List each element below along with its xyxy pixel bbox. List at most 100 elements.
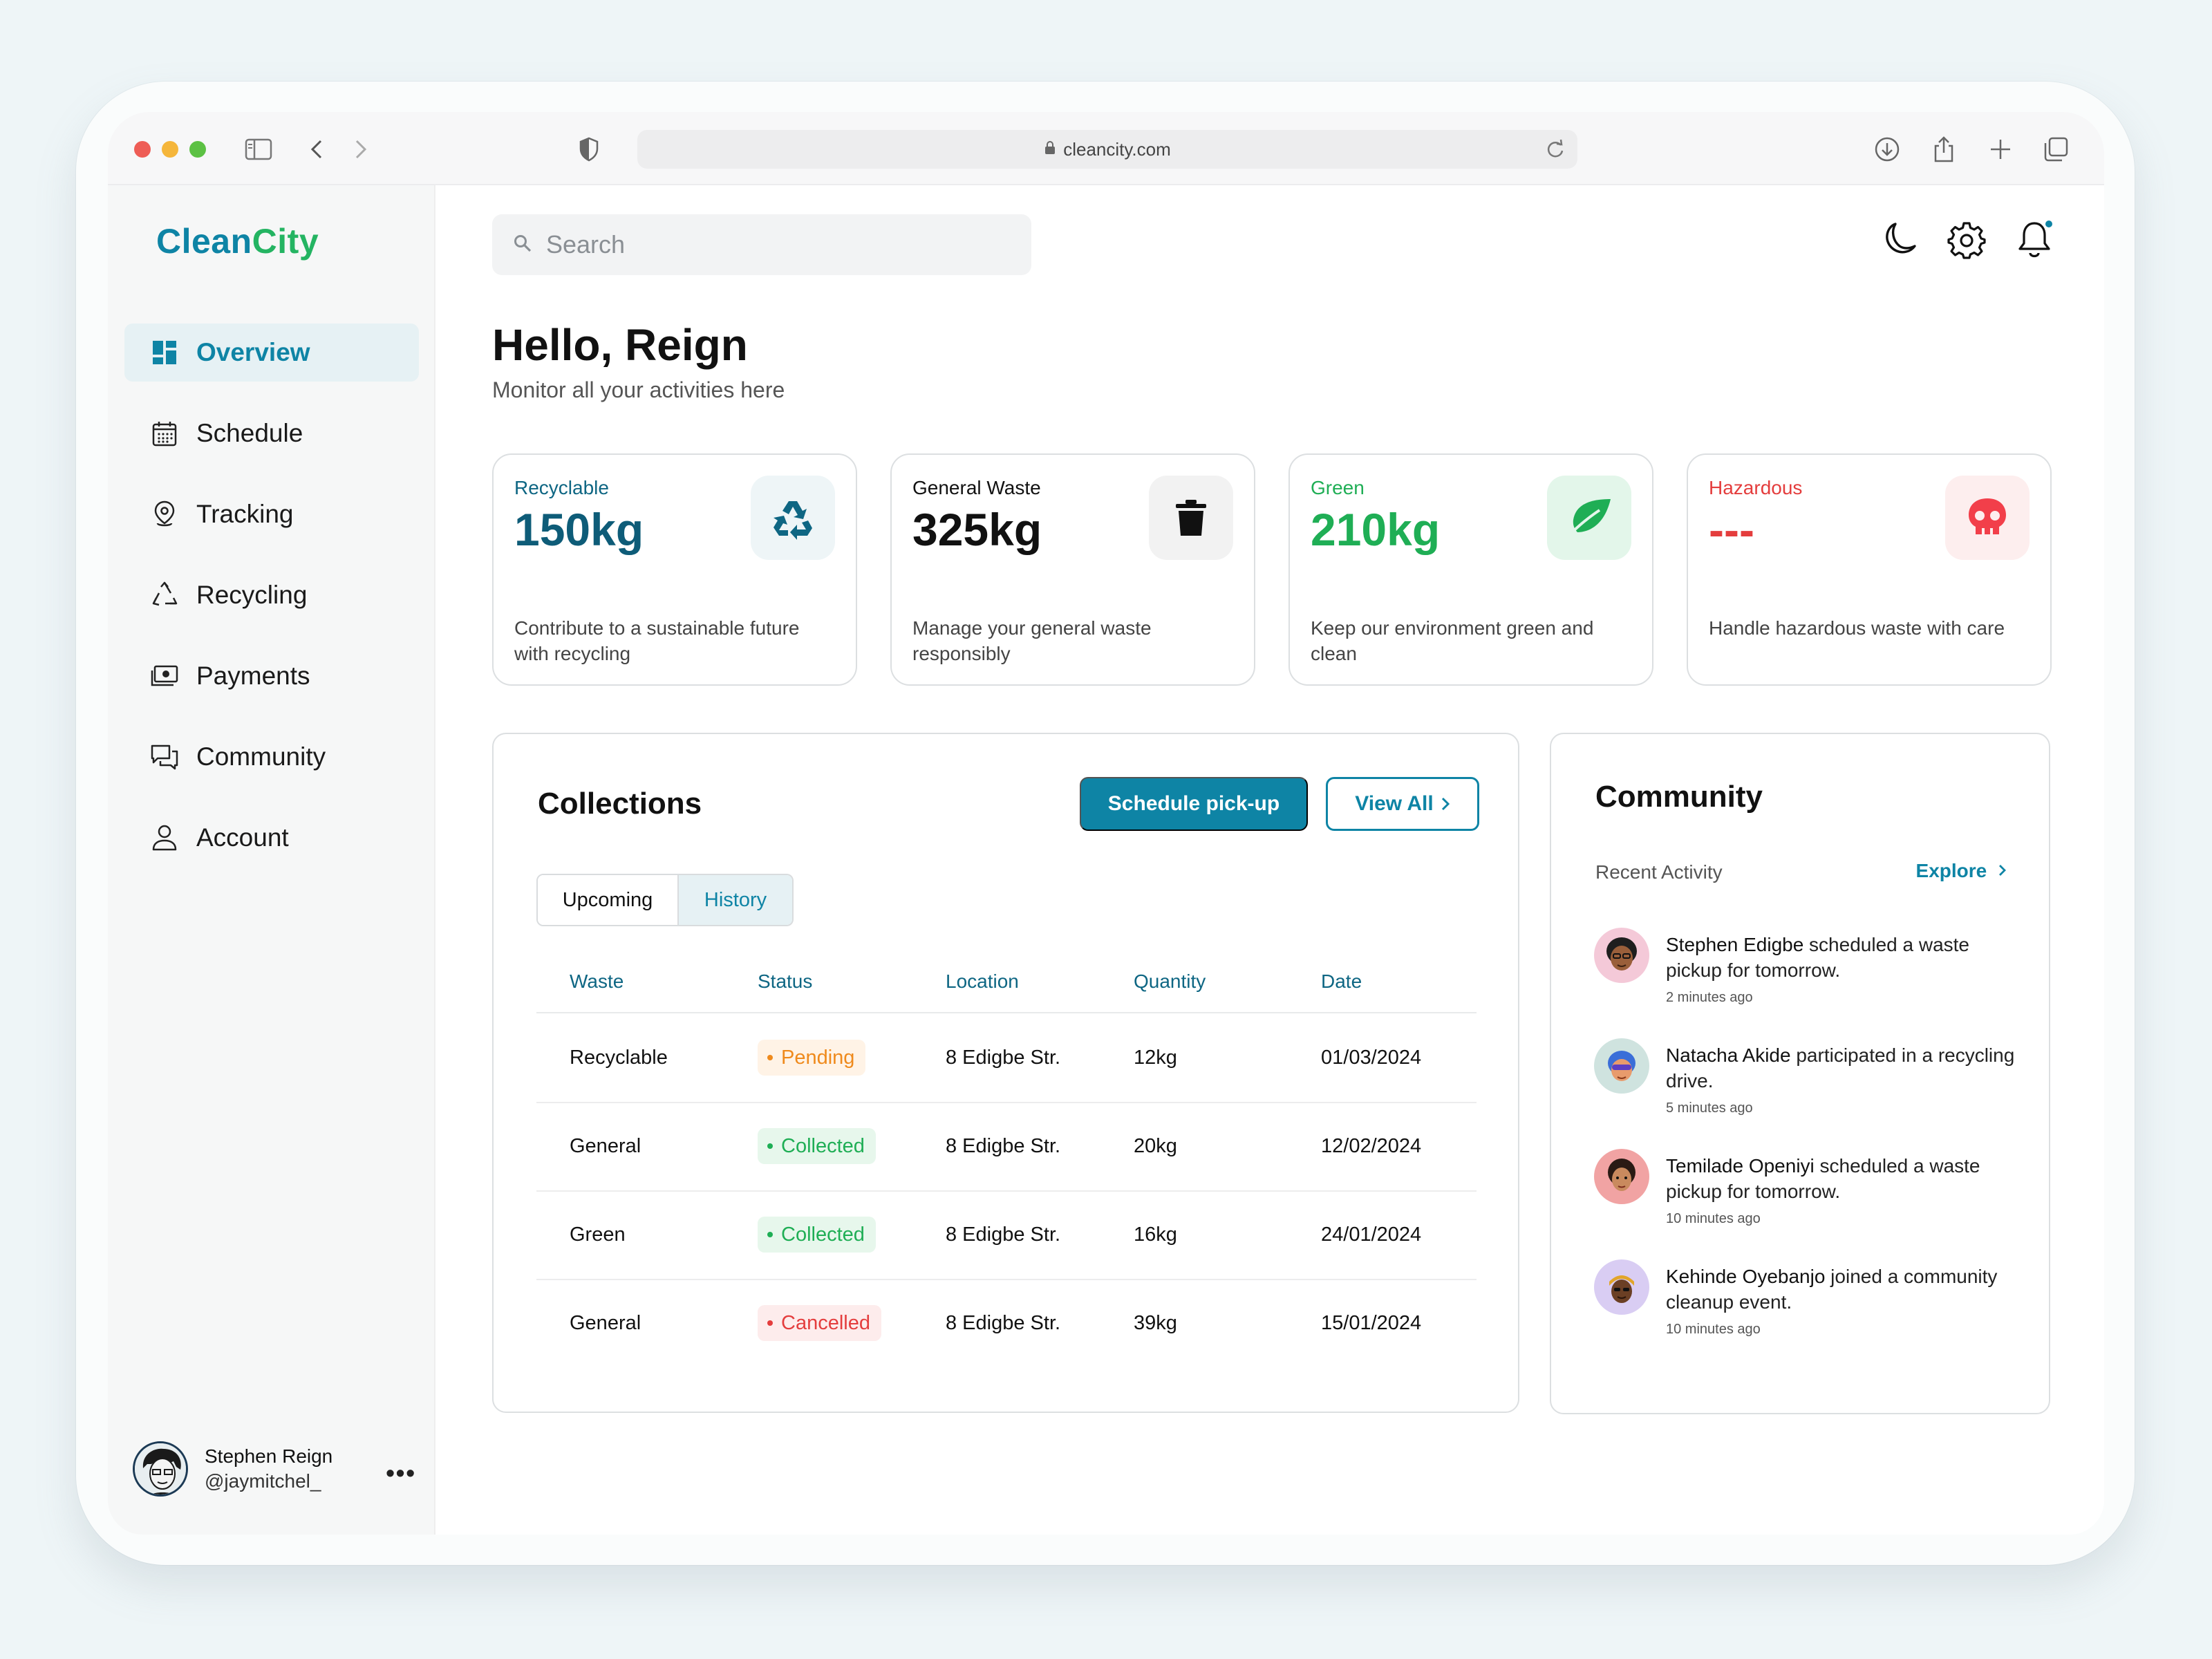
card-value: 210kg — [1311, 504, 1441, 555]
cell-quantity: 12kg — [1134, 1047, 1177, 1069]
card-value: 150kg — [514, 504, 644, 555]
cell-waste: Green — [570, 1224, 626, 1246]
column-header-date[interactable]: Date — [1321, 971, 1362, 992]
calendar-icon — [149, 418, 180, 449]
search-bar[interactable] — [492, 214, 1031, 275]
card-value: 325kg — [912, 504, 1042, 555]
sidebar-item-community[interactable]: Community — [124, 728, 419, 786]
stat-card-general-waste[interactable]: General Waste 325kg Manage your general … — [890, 453, 1255, 686]
column-header-status[interactable]: Status — [758, 971, 813, 992]
lock-icon — [1044, 139, 1056, 160]
activity-user[interactable]: Stephen Edigbe — [1666, 934, 1804, 955]
avatar — [1594, 1038, 1649, 1094]
tab-upcoming[interactable]: Upcoming — [538, 875, 679, 925]
avatar — [1594, 928, 1649, 983]
activity-text: joined a community cleanup event. — [1666, 1266, 1998, 1313]
sidebar-item-tracking[interactable]: Tracking — [124, 485, 419, 543]
activity-user[interactable]: Kehinde Oyebanjo — [1666, 1266, 1826, 1287]
address-bar[interactable]: cleancity.com — [637, 130, 1577, 169]
cell-waste: Recyclable — [570, 1047, 668, 1069]
sidebar-item-label: Account — [196, 823, 289, 852]
sidebar-item-label: Overview — [196, 338, 310, 366]
tab-overview-icon[interactable] — [2039, 133, 2072, 166]
download-icon[interactable] — [1871, 133, 1904, 166]
activity-user[interactable]: Temilade Openiyi — [1666, 1155, 1815, 1177]
chevron-right-icon — [1441, 796, 1450, 812]
more-options-icon[interactable]: ••• — [386, 1459, 416, 1487]
card-value: --- — [1709, 504, 1754, 555]
recent-activity-label: Recent Activity — [1595, 861, 1723, 883]
table-row[interactable]: Recyclable Pending 8 Edigbe Str. 12kg 01… — [536, 1015, 1477, 1103]
cell-quantity: 20kg — [1134, 1135, 1177, 1157]
column-header-location[interactable]: Location — [946, 971, 1019, 992]
activity-time: 10 minutes ago — [1666, 1322, 1761, 1337]
explore-label: Explore — [1915, 860, 1987, 881]
search-input[interactable] — [546, 230, 961, 259]
user-icon — [149, 823, 180, 853]
sidebar-toggle-icon[interactable] — [242, 133, 275, 166]
view-all-label: View All — [1355, 792, 1434, 815]
avatar — [1594, 1259, 1649, 1315]
chevron-right-icon — [1998, 860, 2006, 881]
stat-card-green[interactable]: Green 210kg Keep our environment green a… — [1288, 453, 1653, 686]
view-all-button[interactable]: View All — [1326, 777, 1479, 831]
cell-date: 15/01/2024 — [1321, 1312, 1422, 1334]
moon-icon[interactable] — [1877, 218, 1920, 261]
cash-icon — [149, 661, 180, 691]
profile-name: Stephen Reign — [205, 1445, 333, 1467]
column-header-waste[interactable]: Waste — [570, 971, 624, 992]
app-logo[interactable]: CleanCity — [156, 221, 319, 261]
user-profile[interactable]: Stephen Reign @jaymitchel_ ••• — [133, 1438, 416, 1500]
window-close-button[interactable] — [134, 141, 151, 158]
skull-icon — [1945, 476, 2030, 560]
sidebar-nav: Overview Schedule Tracking Recycling — [124, 324, 419, 890]
profile-handle: @jaymitchel_ — [205, 1470, 321, 1492]
reload-icon[interactable] — [1543, 135, 1568, 168]
status-label: Collected — [781, 1223, 865, 1246]
activity-text: scheduled a waste pickup for tomorrow. — [1666, 934, 1969, 981]
back-arrow-icon[interactable] — [300, 133, 333, 166]
sidebar-item-payments[interactable]: Payments — [124, 647, 419, 705]
cell-date: 24/01/2024 — [1321, 1224, 1422, 1246]
sidebar-item-label: Tracking — [196, 500, 294, 528]
logo-text-clean: Clean — [156, 222, 252, 261]
cell-location: 8 Edigbe Str. — [946, 1224, 1061, 1246]
table-row[interactable]: General Collected 8 Edigbe Str. 20kg 12/… — [536, 1103, 1477, 1192]
privacy-shield-icon[interactable] — [572, 133, 606, 166]
forward-arrow-icon[interactable] — [344, 133, 377, 166]
card-description: Contribute to a sustainable future with … — [514, 617, 800, 664]
window-zoom-button[interactable] — [189, 141, 206, 158]
sidebar-item-recycling[interactable]: Recycling — [124, 566, 419, 624]
gear-icon[interactable] — [1945, 218, 1988, 261]
stat-card-recyclable[interactable]: Recyclable 150kg Contribute to a sustain… — [492, 453, 857, 686]
window-minimize-button[interactable] — [162, 141, 178, 158]
table-header: Waste Status Location Quantity Date — [536, 953, 1477, 1013]
tab-history[interactable]: History — [679, 875, 792, 925]
activity-user[interactable]: Natacha Akide — [1666, 1044, 1791, 1066]
share-icon[interactable] — [1927, 133, 1960, 166]
schedule-pickup-button[interactable]: Schedule pick-up — [1080, 777, 1308, 831]
chat-icon — [149, 742, 180, 772]
recycle-icon — [149, 580, 180, 610]
sidebar-item-overview[interactable]: Overview — [124, 324, 419, 382]
activity-text: scheduled a waste pickup for tomorrow. — [1666, 1155, 1980, 1202]
stat-card-hazardous[interactable]: Hazardous --- Handle hazardous waste wit… — [1687, 453, 2052, 686]
community-title: Community — [1595, 780, 1763, 814]
header-actions — [1877, 218, 2056, 261]
status-label: Collected — [781, 1134, 865, 1157]
page-subtitle: Monitor all your activities here — [492, 377, 785, 402]
bell-icon[interactable] — [2013, 218, 2056, 261]
collection-tabs: Upcoming History — [536, 874, 794, 926]
table-row[interactable]: General Cancelled 8 Edigbe Str. 39kg 15/… — [536, 1280, 1477, 1369]
table-row[interactable]: Green Collected 8 Edigbe Str. 16kg 24/01… — [536, 1192, 1477, 1280]
new-tab-icon[interactable] — [1984, 133, 2017, 166]
card-title: Green — [1311, 477, 1365, 498]
sidebar-item-schedule[interactable]: Schedule — [124, 404, 419, 462]
column-header-quantity[interactable]: Quantity — [1134, 971, 1206, 992]
sidebar-item-account[interactable]: Account — [124, 809, 419, 867]
status-badge: Pending — [758, 1040, 866, 1076]
card-description: Manage your general waste responsibly — [912, 617, 1152, 664]
collections-panel: Collections Schedule pick-up View All Up… — [492, 733, 1519, 1413]
page-title: Hello, Reign — [492, 320, 748, 370]
explore-link[interactable]: Explore — [1916, 860, 2006, 882]
